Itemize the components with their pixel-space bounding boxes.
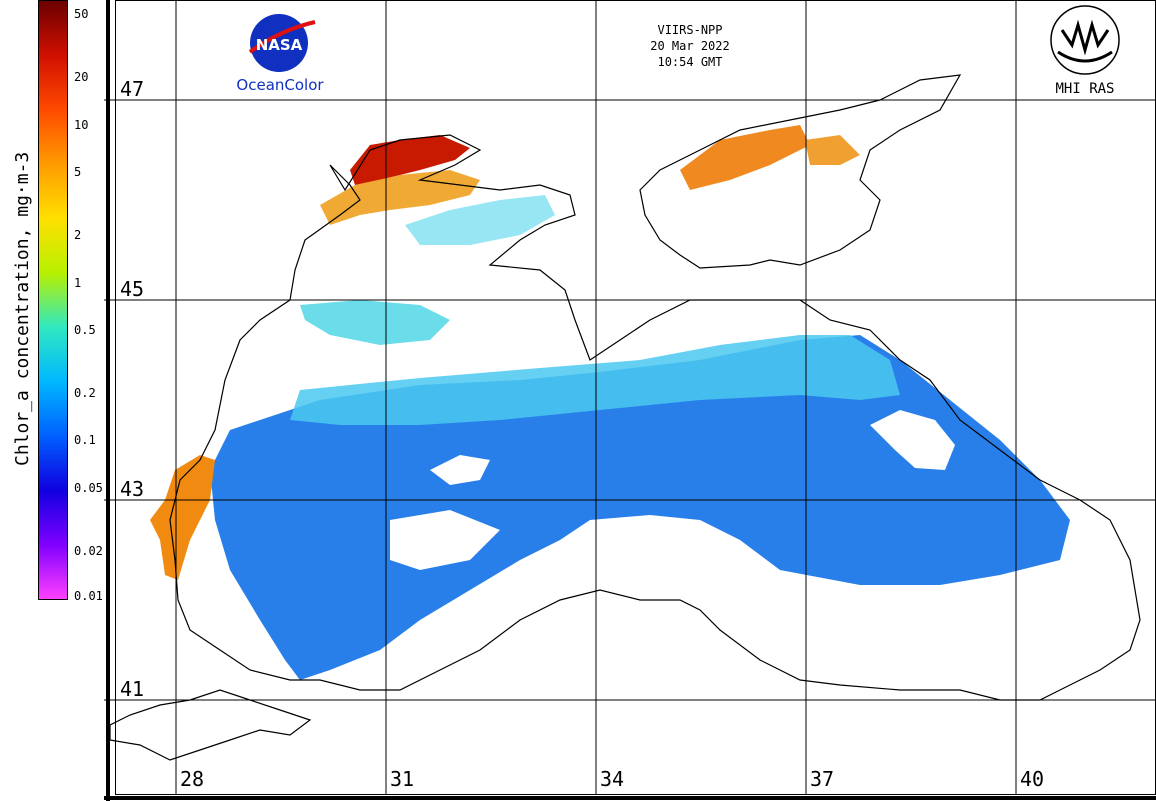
colorbar-gradient bbox=[39, 1, 67, 599]
sea-cyan-band bbox=[290, 335, 900, 425]
cloud-patch-sw bbox=[390, 510, 500, 570]
graticule bbox=[104, 0, 1156, 795]
coastline-marmara bbox=[109, 689, 312, 761]
lon-label-40: 40 bbox=[1018, 767, 1047, 791]
mhi-emblem-icon bbox=[1050, 5, 1120, 75]
lat-label-45: 45 bbox=[118, 277, 147, 301]
nasa-wordmark: NASA bbox=[256, 36, 303, 54]
lat-label-47: 47 bbox=[118, 77, 147, 101]
mhi-waves-icon bbox=[1057, 19, 1113, 63]
nasa-logo: NASA OceanColor bbox=[236, 14, 324, 94]
lat-label-43: 43 bbox=[118, 477, 147, 501]
colorbar-tick-label: 0.2 bbox=[74, 385, 96, 400]
colorbar-tick-label: 0.1 bbox=[74, 433, 96, 448]
map-canvas: NASA OceanColor MHI RAS bbox=[104, 0, 1156, 801]
colorbar-tick-label: 50 bbox=[74, 7, 89, 22]
lon-label-34: 34 bbox=[598, 767, 627, 791]
colorbar-tick-label: 2 bbox=[74, 228, 82, 242]
lat-label-41: 41 bbox=[118, 677, 147, 701]
cloud-patch-east bbox=[870, 410, 955, 470]
sea-chlorophyll-layer bbox=[150, 125, 1070, 680]
colorbar-tick-label: 20 bbox=[74, 70, 89, 85]
acquisition-date: 20 Mar 2022 bbox=[650, 39, 730, 53]
azov-high-chl-2 bbox=[805, 135, 860, 165]
colorbar-tick-label: 0.01 bbox=[74, 589, 103, 603]
colorbar-tick-label: 10 bbox=[74, 117, 89, 132]
colorbar-tick-label: 0.02 bbox=[74, 543, 103, 558]
lon-label-28: 28 bbox=[178, 767, 207, 791]
colorbar-title: Chlor_a concentration, mg·m-3 bbox=[12, 151, 33, 466]
lon-label-31: 31 bbox=[388, 767, 417, 791]
mhi-caption: MHI RAS bbox=[1055, 81, 1114, 97]
colorbar-tick-label: 1 bbox=[74, 275, 82, 290]
acquisition-time: 10:54 GMT bbox=[657, 55, 723, 69]
nw-shelf-very-high-chl bbox=[350, 135, 470, 185]
nasa-caption: OceanColor bbox=[236, 76, 324, 94]
nw-shelf-high-chl bbox=[320, 170, 480, 225]
colorbar-tick-label: 5 bbox=[74, 165, 82, 180]
mhi-logo: MHI RAS bbox=[1050, 5, 1120, 97]
colorbar-tick-label: 0.05 bbox=[74, 480, 103, 495]
header: VIIRS-NPP 20 Mar 2022 10:54 GMT bbox=[630, 22, 750, 70]
cloud-patch-central bbox=[430, 455, 490, 485]
west-coast-high-chl bbox=[150, 455, 215, 580]
sea-cyan-north bbox=[300, 300, 450, 345]
coastline-azov bbox=[639, 74, 962, 269]
sensor-name: VIIRS-NPP bbox=[657, 23, 723, 37]
lon-label-37: 37 bbox=[808, 767, 837, 791]
colorbar-tick-label: 0.5 bbox=[74, 322, 96, 337]
colorbar bbox=[38, 0, 68, 600]
sea-lightblue-band bbox=[405, 195, 555, 245]
azov-high-chl bbox=[680, 125, 810, 190]
nasa-swoosh-icon bbox=[248, 20, 316, 54]
